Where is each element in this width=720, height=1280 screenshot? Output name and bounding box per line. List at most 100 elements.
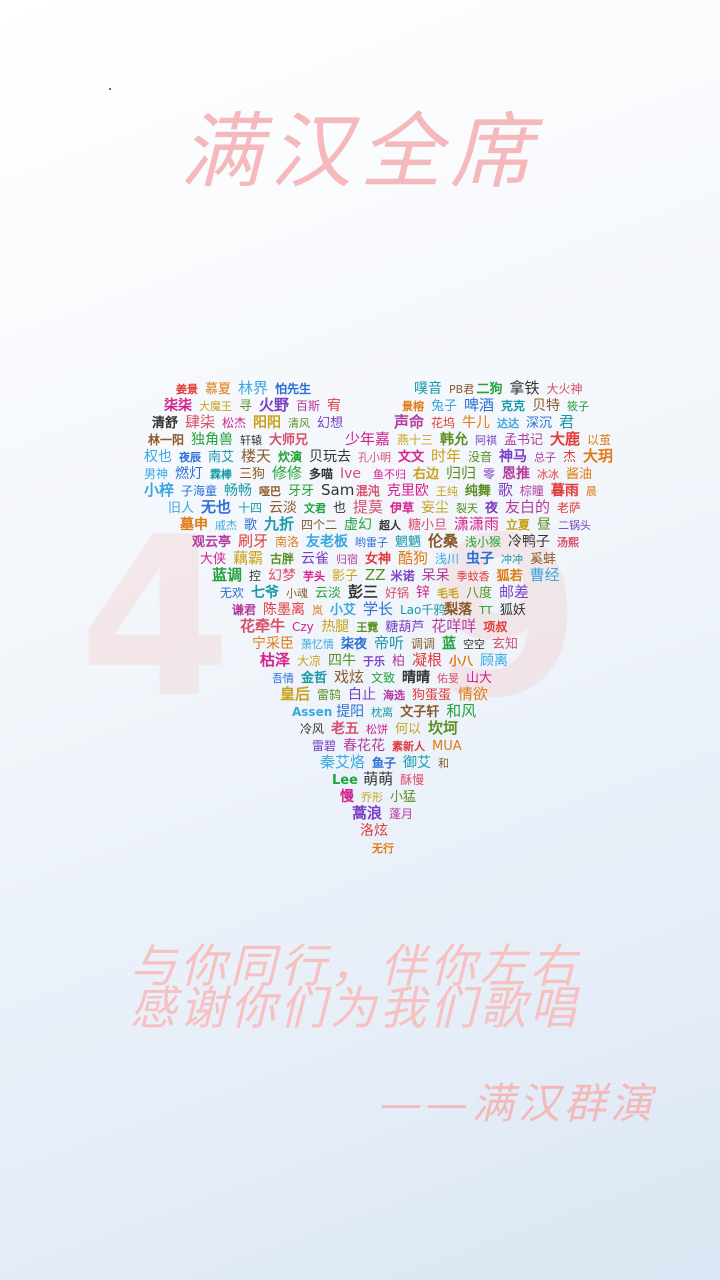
heart-name: 畅畅 xyxy=(224,483,252,499)
heart-name: 好锅 xyxy=(385,585,409,600)
heart-name: 文君 xyxy=(304,501,326,515)
heart-name: 潇潇雨 xyxy=(454,515,499,533)
heart-name: 大鹿 xyxy=(550,430,580,448)
heart-name: 牙牙 xyxy=(288,484,314,499)
heart-name: 古胖 xyxy=(270,551,294,566)
heart-name: 大师兄 xyxy=(269,432,308,448)
heart-name: 小梓 xyxy=(144,481,174,499)
heart-name: 空空 xyxy=(463,637,485,651)
heart-name: 调调 xyxy=(411,637,435,651)
heart-name: 柏 xyxy=(392,654,405,669)
heart-name: 三狗 xyxy=(239,467,265,482)
heart-name: 坎坷 xyxy=(428,719,458,737)
heart-name: 御艾 xyxy=(403,755,431,771)
heart-name: 文致 xyxy=(371,670,395,685)
heart-name: 戏炫 xyxy=(334,668,364,686)
heart-name: 神马 xyxy=(499,448,527,465)
heart-name: 花牵牛 xyxy=(240,617,285,635)
heart-name: 炊演 xyxy=(278,449,302,464)
heart-name: 鱼子 xyxy=(372,755,396,770)
heart-name: 慢 xyxy=(340,788,355,805)
heart-name: 戚杰 xyxy=(215,519,237,532)
heart-name: 毛毛 xyxy=(437,586,459,600)
heart-name: 松饼 xyxy=(366,722,388,736)
background-number: 4 9 xyxy=(78,490,642,746)
heart-name: 哟雷子 xyxy=(355,536,388,549)
heart-name: 雷碧 xyxy=(312,739,336,753)
heart-name: 火野 xyxy=(259,396,289,414)
heart-name: 奚蚌 xyxy=(530,552,556,567)
heart-name: MUA xyxy=(432,739,462,754)
heart-name: 芋头 xyxy=(303,569,325,583)
heart-name: 裂天 xyxy=(456,502,478,515)
heart-name: 歌 xyxy=(244,518,257,533)
heart-name: 狐若 xyxy=(497,568,523,584)
heart-name: 没音 xyxy=(468,449,492,464)
heart-name: 啤酒 xyxy=(464,396,494,414)
heart-name: 韩允 xyxy=(440,431,468,448)
heart-name: 暮雨 xyxy=(550,482,579,499)
heart-name: 蓝调 xyxy=(212,566,242,584)
heart-name: 霖棒 xyxy=(210,467,233,481)
heart-name: 林界 xyxy=(238,379,268,397)
heart-name: Ive xyxy=(340,466,361,482)
heart-name: 文文 xyxy=(398,449,425,465)
heart-name: 贝玩去 xyxy=(309,449,351,465)
heart-name: 王霓 xyxy=(356,620,378,634)
heart-name: 达达 xyxy=(497,416,519,430)
heart-name: 友老板 xyxy=(306,533,349,550)
heart-name: 蓬月 xyxy=(389,807,413,821)
heart-name: 鱼不归 xyxy=(373,467,406,481)
message-line-2: 感谢你们为我们歌唱 xyxy=(130,981,580,1035)
heart-name: 无欢 xyxy=(220,585,244,600)
heart-name: 糖小旦 xyxy=(408,517,447,533)
heart-name: 大玥 xyxy=(583,447,613,465)
heart-name: 小魂 xyxy=(286,587,308,600)
heart-name: 陈墨离 xyxy=(263,601,305,618)
heart-name: 提莫 xyxy=(353,498,383,516)
heart-name: 夜 xyxy=(484,500,499,516)
message-line-1: 与你同行，伴你左右 xyxy=(130,939,580,993)
heart-name: 哑巴 xyxy=(259,485,281,498)
heart-name: 伊草 xyxy=(389,500,414,515)
heart-name: 凝根 xyxy=(412,651,442,669)
heart-name: 蓝 xyxy=(442,635,456,652)
heart-name: 七爷 xyxy=(251,584,280,601)
heart-name: 冷风 xyxy=(300,722,324,736)
heart-name: 拿铁 xyxy=(509,379,539,397)
heart-name: 姜景 xyxy=(176,382,198,396)
heart-name: 昼 xyxy=(537,517,551,533)
heart-name: 浅小猴 xyxy=(465,535,501,549)
heart-name: 松杰 xyxy=(222,416,246,430)
heart-name: Czy xyxy=(292,620,314,634)
heart-name: 景榕 xyxy=(401,399,425,413)
heart-name: 云淡 xyxy=(315,586,341,601)
heart-name: 控 xyxy=(249,569,261,583)
heart-name: 云淡 xyxy=(269,500,297,516)
heart-name: 林一阳 xyxy=(148,432,184,447)
heart-name: 百斯 xyxy=(296,399,320,413)
heart-name: 十四 xyxy=(238,501,262,515)
heart-name: 也 xyxy=(333,501,346,516)
heart-name: 燕十三 xyxy=(397,433,433,447)
heart-name: 噗音 xyxy=(414,380,442,397)
heart-name: 玄知 xyxy=(492,636,518,652)
heart-name: 轩辕 xyxy=(240,433,262,447)
heart-name: 幻梦 xyxy=(268,568,296,584)
heart-name: 老萨 xyxy=(557,501,581,515)
heart-name: 小艾 xyxy=(330,602,356,618)
heart-name: 虫子 xyxy=(466,550,494,567)
heart-name: 花咩咩 xyxy=(431,617,476,635)
heart-name: 柒柒 xyxy=(163,397,193,414)
heart-name: 时年 xyxy=(431,447,461,465)
heart-name: 歌 xyxy=(498,481,513,499)
heart-name: 于乐 xyxy=(363,654,385,668)
heart-name: 山大 xyxy=(466,671,492,686)
heart-name: 观云亭 xyxy=(192,534,231,550)
heart-name: 大侠 xyxy=(200,552,226,567)
heart-name: 素新人 xyxy=(392,739,426,753)
heart-name: 女神 xyxy=(365,551,391,567)
heart-name: 权也 xyxy=(144,449,172,465)
heart-name: 超人 xyxy=(378,518,402,532)
heart-name: 枕离 xyxy=(371,705,393,719)
